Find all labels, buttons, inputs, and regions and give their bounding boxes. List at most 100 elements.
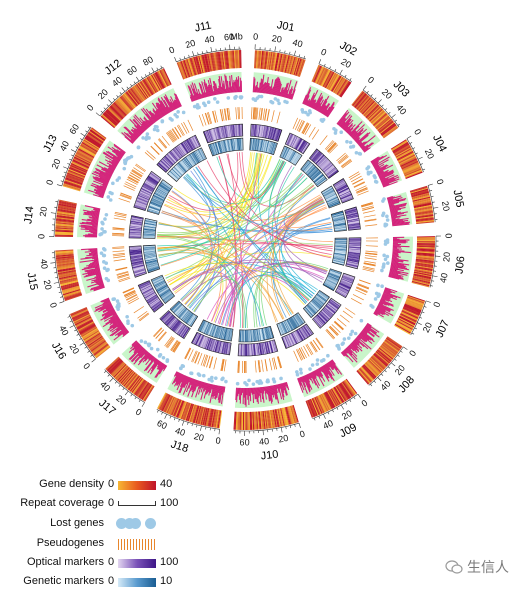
optical-marker-cell bbox=[298, 328, 306, 340]
repeat-coverage-bar bbox=[355, 139, 360, 143]
axis-tick bbox=[200, 425, 202, 431]
optical-marker-cell bbox=[223, 342, 227, 355]
genetic-marker-cell bbox=[157, 186, 169, 194]
gene-density-cell bbox=[326, 72, 337, 90]
optical-marker-cell bbox=[295, 138, 302, 150]
genetic-marker-cell bbox=[212, 325, 218, 338]
gene-density-cell bbox=[88, 131, 104, 143]
optical-marker-cell bbox=[134, 203, 147, 208]
lost-gene-dot bbox=[383, 257, 388, 262]
gene-density-cell bbox=[159, 69, 169, 87]
gene-density-cell bbox=[264, 410, 268, 429]
repeat-coverage-bar bbox=[376, 306, 386, 312]
optical-marker-cell bbox=[346, 214, 359, 218]
genetic-marker-cell bbox=[334, 227, 347, 230]
optical-marker-cell bbox=[196, 334, 202, 346]
gene-density-cell bbox=[73, 157, 91, 167]
gene-density-cell bbox=[414, 265, 433, 270]
genetic-marker-cell bbox=[334, 239, 347, 241]
tick-label: 60 bbox=[155, 418, 168, 431]
gene-density-cell bbox=[79, 145, 96, 156]
gene-density-cell bbox=[208, 53, 213, 72]
genetic-marker-cell bbox=[155, 282, 167, 290]
optical-marker-cell bbox=[129, 224, 142, 227]
optical-marker-cell bbox=[134, 272, 147, 277]
optical-marker-cell bbox=[304, 324, 313, 336]
lost-gene-dot bbox=[123, 160, 128, 164]
genetic-marker-cell bbox=[236, 138, 238, 151]
gene-density-cell bbox=[55, 254, 74, 257]
optical-marker-cell bbox=[134, 202, 147, 208]
gene-density-cell bbox=[178, 401, 187, 419]
genetic-marker-cell bbox=[328, 202, 341, 208]
genetic-marker-cell bbox=[316, 178, 327, 186]
synteny-link bbox=[161, 210, 310, 301]
optical-marker-cell bbox=[140, 285, 152, 292]
repeat-coverage-bar bbox=[345, 124, 353, 133]
genetic-marker-cell bbox=[326, 276, 339, 283]
optical-marker-cell bbox=[150, 171, 161, 180]
gene-density-cell bbox=[179, 401, 187, 419]
genetic-marker-cell bbox=[292, 153, 300, 165]
repeat-coverage-bar bbox=[315, 96, 324, 111]
repeat-coverage-bar bbox=[147, 359, 158, 374]
gene-density-cell bbox=[403, 166, 421, 175]
gene-density-cell bbox=[195, 406, 202, 424]
repeat-coverage-bar bbox=[162, 365, 168, 372]
synteny-link bbox=[283, 198, 324, 283]
optical-marker-cell bbox=[165, 315, 175, 325]
repeat-coverage-bar bbox=[144, 351, 148, 356]
lost-gene-dot bbox=[224, 379, 228, 384]
gene-density-cell bbox=[412, 195, 431, 201]
gene-density-cell bbox=[191, 405, 198, 423]
lost-gene-dot bbox=[385, 218, 390, 222]
repeat-coverage-bar bbox=[381, 295, 390, 301]
axis-tick bbox=[353, 396, 356, 400]
axis-tick bbox=[90, 354, 93, 357]
optical-marker-cell bbox=[266, 341, 270, 354]
legend-genetic-markers-max: 10 bbox=[160, 575, 173, 587]
pseudogene-tick bbox=[115, 267, 128, 271]
genetic-marker-cell bbox=[229, 328, 232, 341]
optical-marker-cell bbox=[205, 130, 211, 143]
optical-marker-cell bbox=[165, 155, 175, 165]
genetic-marker-cell bbox=[322, 188, 334, 196]
gene-density-cell bbox=[89, 129, 105, 142]
pseudogene-tick bbox=[326, 329, 336, 339]
gene-density-cell bbox=[280, 407, 286, 426]
gene-density-cell bbox=[75, 317, 93, 328]
pseudogene-tick bbox=[166, 132, 174, 143]
axis-tick bbox=[394, 358, 397, 361]
repeat-coverage-bar bbox=[111, 323, 124, 333]
pseudogene-tick bbox=[269, 358, 273, 371]
pseudogene-tick bbox=[253, 107, 255, 120]
genetic-marker-cell bbox=[225, 328, 229, 341]
genetic-marker-cell bbox=[258, 328, 261, 341]
lost-gene-dot bbox=[239, 95, 243, 100]
optical-marker-cell bbox=[336, 184, 348, 191]
optical-marker-cell bbox=[341, 277, 354, 283]
chromosome-j17 bbox=[105, 300, 199, 402]
gene-density-cell bbox=[196, 56, 202, 74]
repeat-coverage-bar bbox=[218, 75, 223, 94]
gene-density-cell bbox=[85, 135, 102, 147]
repeat-coverage-bar bbox=[273, 76, 279, 96]
genetic-marker-cell bbox=[327, 199, 340, 206]
pseudogene-tick bbox=[144, 152, 155, 161]
optical-marker-cell bbox=[232, 124, 235, 137]
optical-marker-cell bbox=[133, 268, 146, 273]
genetic-marker-cell bbox=[333, 223, 346, 227]
gene-density-cell bbox=[85, 333, 102, 345]
optical-marker-cell bbox=[291, 136, 298, 148]
optical-marker-cell bbox=[348, 226, 361, 229]
genetic-marker-cell bbox=[308, 168, 318, 178]
pseudogene-tick bbox=[127, 296, 139, 303]
gene-density-cell bbox=[139, 81, 151, 98]
gene-density-cell bbox=[375, 116, 391, 129]
genetic-marker-cell bbox=[326, 277, 338, 283]
optical-marker-cell bbox=[322, 162, 333, 172]
optical-marker-cell bbox=[283, 336, 289, 348]
axis-arc bbox=[406, 138, 424, 173]
pseudogene-tick bbox=[331, 324, 341, 333]
genetic-marker-cell bbox=[147, 208, 160, 213]
